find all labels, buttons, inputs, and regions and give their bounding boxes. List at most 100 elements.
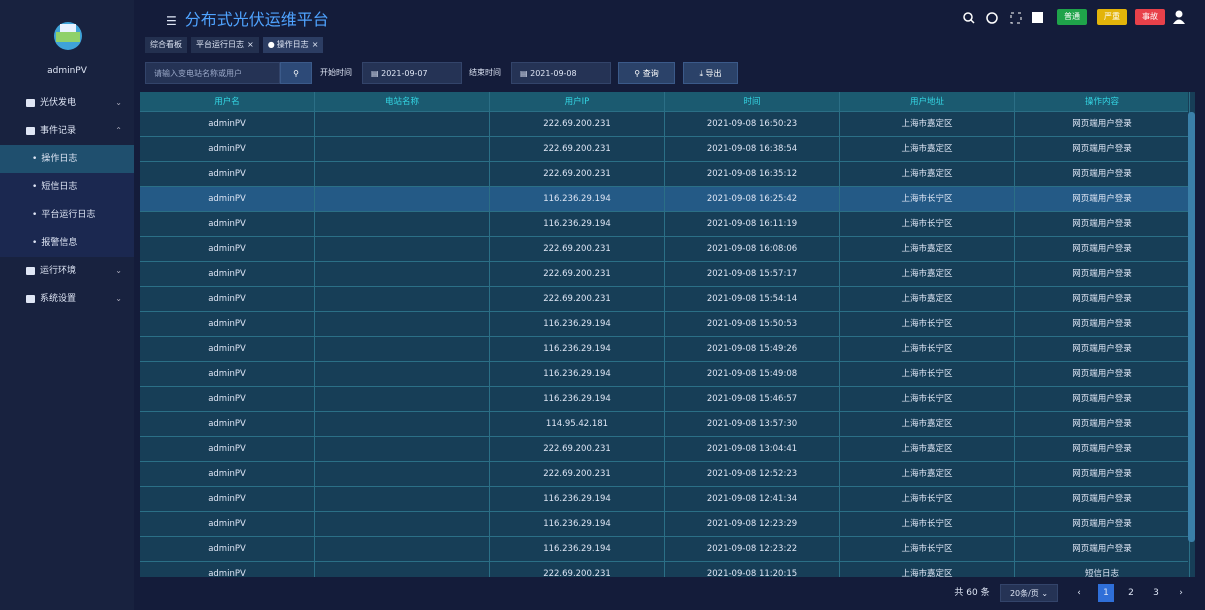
table-row[interactable]: adminPV 116.236.29.194 2021-09-08 16:25:42… <box>140 187 1190 212</box>
table-row[interactable]: adminPV 222.69.200.231 2021-09-08 16:38:54… <box>140 137 1190 162</box>
level-badge[interactable]: 事故 <box>1135 9 1165 25</box>
table-cell: 2021-09-08 12:23:29 <box>665 512 840 537</box>
menu-label: 运行环境 <box>40 266 77 276</box>
export-button[interactable]: ⤓ 导出 <box>683 62 738 84</box>
scrollbar[interactable] <box>1188 112 1195 542</box>
table-cell: 2021-09-08 13:57:30 <box>665 412 840 437</box>
level-badge[interactable]: 严重 <box>1097 9 1127 25</box>
table-cell: 222.69.200.231 <box>490 437 665 462</box>
table-cell: 上海市长宁区 <box>840 512 1015 537</box>
table-cell <box>315 537 490 562</box>
table-row[interactable]: adminPV 222.69.200.231 2021-09-08 16:08:06… <box>140 237 1190 262</box>
column-header: 用户名 <box>140 92 315 112</box>
table-row[interactable]: adminPV 222.69.200.231 2021-09-08 12:52:23… <box>140 462 1190 487</box>
table-cell: 2021-09-08 11:20:15 <box>665 562 840 577</box>
username: adminPV <box>47 66 87 76</box>
tab-close[interactable]: × <box>311 40 319 49</box>
table-row[interactable]: adminPV 222.69.200.231 2021-09-08 15:54:14… <box>140 287 1190 312</box>
table-row[interactable]: adminPV 116.236.29.194 2021-09-08 15:49:08… <box>140 362 1190 387</box>
menu-item[interactable]: 运行环境 ⌄ <box>0 257 134 285</box>
user-icon[interactable] <box>1172 10 1186 24</box>
table-cell: 2021-09-08 15:46:57 <box>665 387 840 412</box>
next-page[interactable]: › <box>1179 588 1183 598</box>
table-row[interactable]: adminPV 222.69.200.231 2021-09-08 15:57:17… <box>140 262 1190 287</box>
start-label: 开始时间 <box>320 68 352 77</box>
table-cell: adminPV <box>140 262 315 287</box>
start-date[interactable]: ▤ 2021-09-07 <box>362 62 462 84</box>
tab[interactable]: ● 操作日志 × <box>262 37 324 53</box>
table-row[interactable]: adminPV 222.69.200.231 2021-09-08 11:20:15… <box>140 562 1190 577</box>
table-row[interactable]: adminPV 114.95.42.181 2021-09-08 13:57:30 上… <box>140 412 1190 437</box>
menu-caret: ⌃ <box>115 126 122 135</box>
bullet: • <box>32 154 38 164</box>
tab[interactable]: 综合看板 <box>145 37 187 53</box>
table-row[interactable]: adminPV 116.236.29.194 2021-09-08 15:46:57… <box>140 387 1190 412</box>
table-cell: 上海市嘉定区 <box>840 562 1015 577</box>
table-row[interactable]: adminPV 116.236.29.194 2021-09-08 15:50:53… <box>140 312 1190 337</box>
table-cell: 2021-09-08 12:52:23 <box>665 462 840 487</box>
table-cell <box>315 387 490 412</box>
table-cell: 2021-09-08 13:04:41 <box>665 437 840 462</box>
search-input[interactable]: 请输入变电站名称或用户 <box>145 62 280 84</box>
table-cell <box>315 462 490 487</box>
table-cell: 网页端用户登录 <box>1015 312 1190 337</box>
table-cell <box>315 137 490 162</box>
menu-label: 系统设置 <box>40 294 77 304</box>
query-button[interactable]: ⚲ 查询 <box>618 62 675 84</box>
search-button[interactable]: ⚲ <box>280 62 312 84</box>
menu-item[interactable]: 事件记录 ⌃ <box>0 117 134 145</box>
table-cell: 上海市长宁区 <box>840 337 1015 362</box>
bullet: • <box>32 210 38 220</box>
table-cell <box>315 512 490 537</box>
table-cell <box>315 437 490 462</box>
table-cell: 网页端用户登录 <box>1015 462 1190 487</box>
table-cell: adminPV <box>140 537 315 562</box>
table-row[interactable]: adminPV 116.236.29.194 2021-09-08 12:23:22… <box>140 537 1190 562</box>
submenu-label: 平台运行日志 <box>41 210 96 220</box>
table-row[interactable]: adminPV 116.236.29.194 2021-09-08 15:49:26… <box>140 337 1190 362</box>
prev-page[interactable]: ‹ <box>1077 588 1081 598</box>
menu-item[interactable]: 系统设置 ⌄ <box>0 285 134 313</box>
table-cell: 上海市嘉定区 <box>840 412 1015 437</box>
submenu-item[interactable]: • 平台运行日志 <box>0 201 134 229</box>
table-cell: 网页端用户登录 <box>1015 387 1190 412</box>
page-number[interactable]: 2 <box>1128 588 1134 598</box>
table-cell: 网页端用户登录 <box>1015 412 1190 437</box>
table-row[interactable]: adminPV 222.69.200.231 2021-09-08 16:35:12… <box>140 162 1190 187</box>
table-row[interactable]: adminPV 116.236.29.194 2021-09-08 12:23:29… <box>140 512 1190 537</box>
table-row[interactable]: adminPV 116.236.29.194 2021-09-08 12:41:34… <box>140 487 1190 512</box>
total: 共 60 条 <box>954 588 990 598</box>
table-row[interactable]: adminPV 222.69.200.231 2021-09-08 13:04:41… <box>140 437 1190 462</box>
table-cell: 上海市长宁区 <box>840 537 1015 562</box>
table-cell: adminPV <box>140 387 315 412</box>
table-row[interactable]: adminPV 116.236.29.194 2021-09-08 16:11:19… <box>140 212 1190 237</box>
submenu-item[interactable]: • 短信日志 <box>0 173 134 201</box>
table-cell <box>315 487 490 512</box>
page-number[interactable]: 3 <box>1153 588 1159 598</box>
submenu-item[interactable]: • 操作日志 <box>0 145 134 173</box>
table-cell: adminPV <box>140 137 315 162</box>
table-cell: 222.69.200.231 <box>490 137 665 162</box>
tab-dot: ● <box>267 40 275 49</box>
table-cell: 222.69.200.231 <box>490 162 665 187</box>
menu-item[interactable]: 光伏发电 ⌄ <box>0 89 134 117</box>
menu-icon <box>26 127 35 135</box>
page-size[interactable]: 20条/页 ⌄ <box>1000 584 1058 602</box>
page-number[interactable]: 1 <box>1098 584 1114 602</box>
table-cell <box>315 562 490 577</box>
table-cell: 116.236.29.194 <box>490 212 665 237</box>
table-cell: adminPV <box>140 162 315 187</box>
table-cell: 网页端用户登录 <box>1015 337 1190 362</box>
tab-close[interactable]: × <box>247 40 254 49</box>
table-row[interactable]: adminPV 222.69.200.231 2021-09-08 16:50:23… <box>140 112 1190 137</box>
table-cell: adminPV <box>140 237 315 262</box>
submenu-item[interactable]: • 报警信息 <box>0 229 134 257</box>
table-cell: 网页端用户登录 <box>1015 187 1190 212</box>
table-cell: 2021-09-08 16:38:54 <box>665 137 840 162</box>
menu-label: 事件记录 <box>40 126 77 136</box>
tab[interactable]: 平台运行日志 × <box>191 37 259 53</box>
level-badge[interactable]: 普通 <box>1057 9 1087 25</box>
query-text: 查询 <box>642 69 659 78</box>
end-date[interactable]: ▤ 2021-09-08 <box>511 62 611 84</box>
start-date-text: 2021-09-07 <box>381 69 428 78</box>
